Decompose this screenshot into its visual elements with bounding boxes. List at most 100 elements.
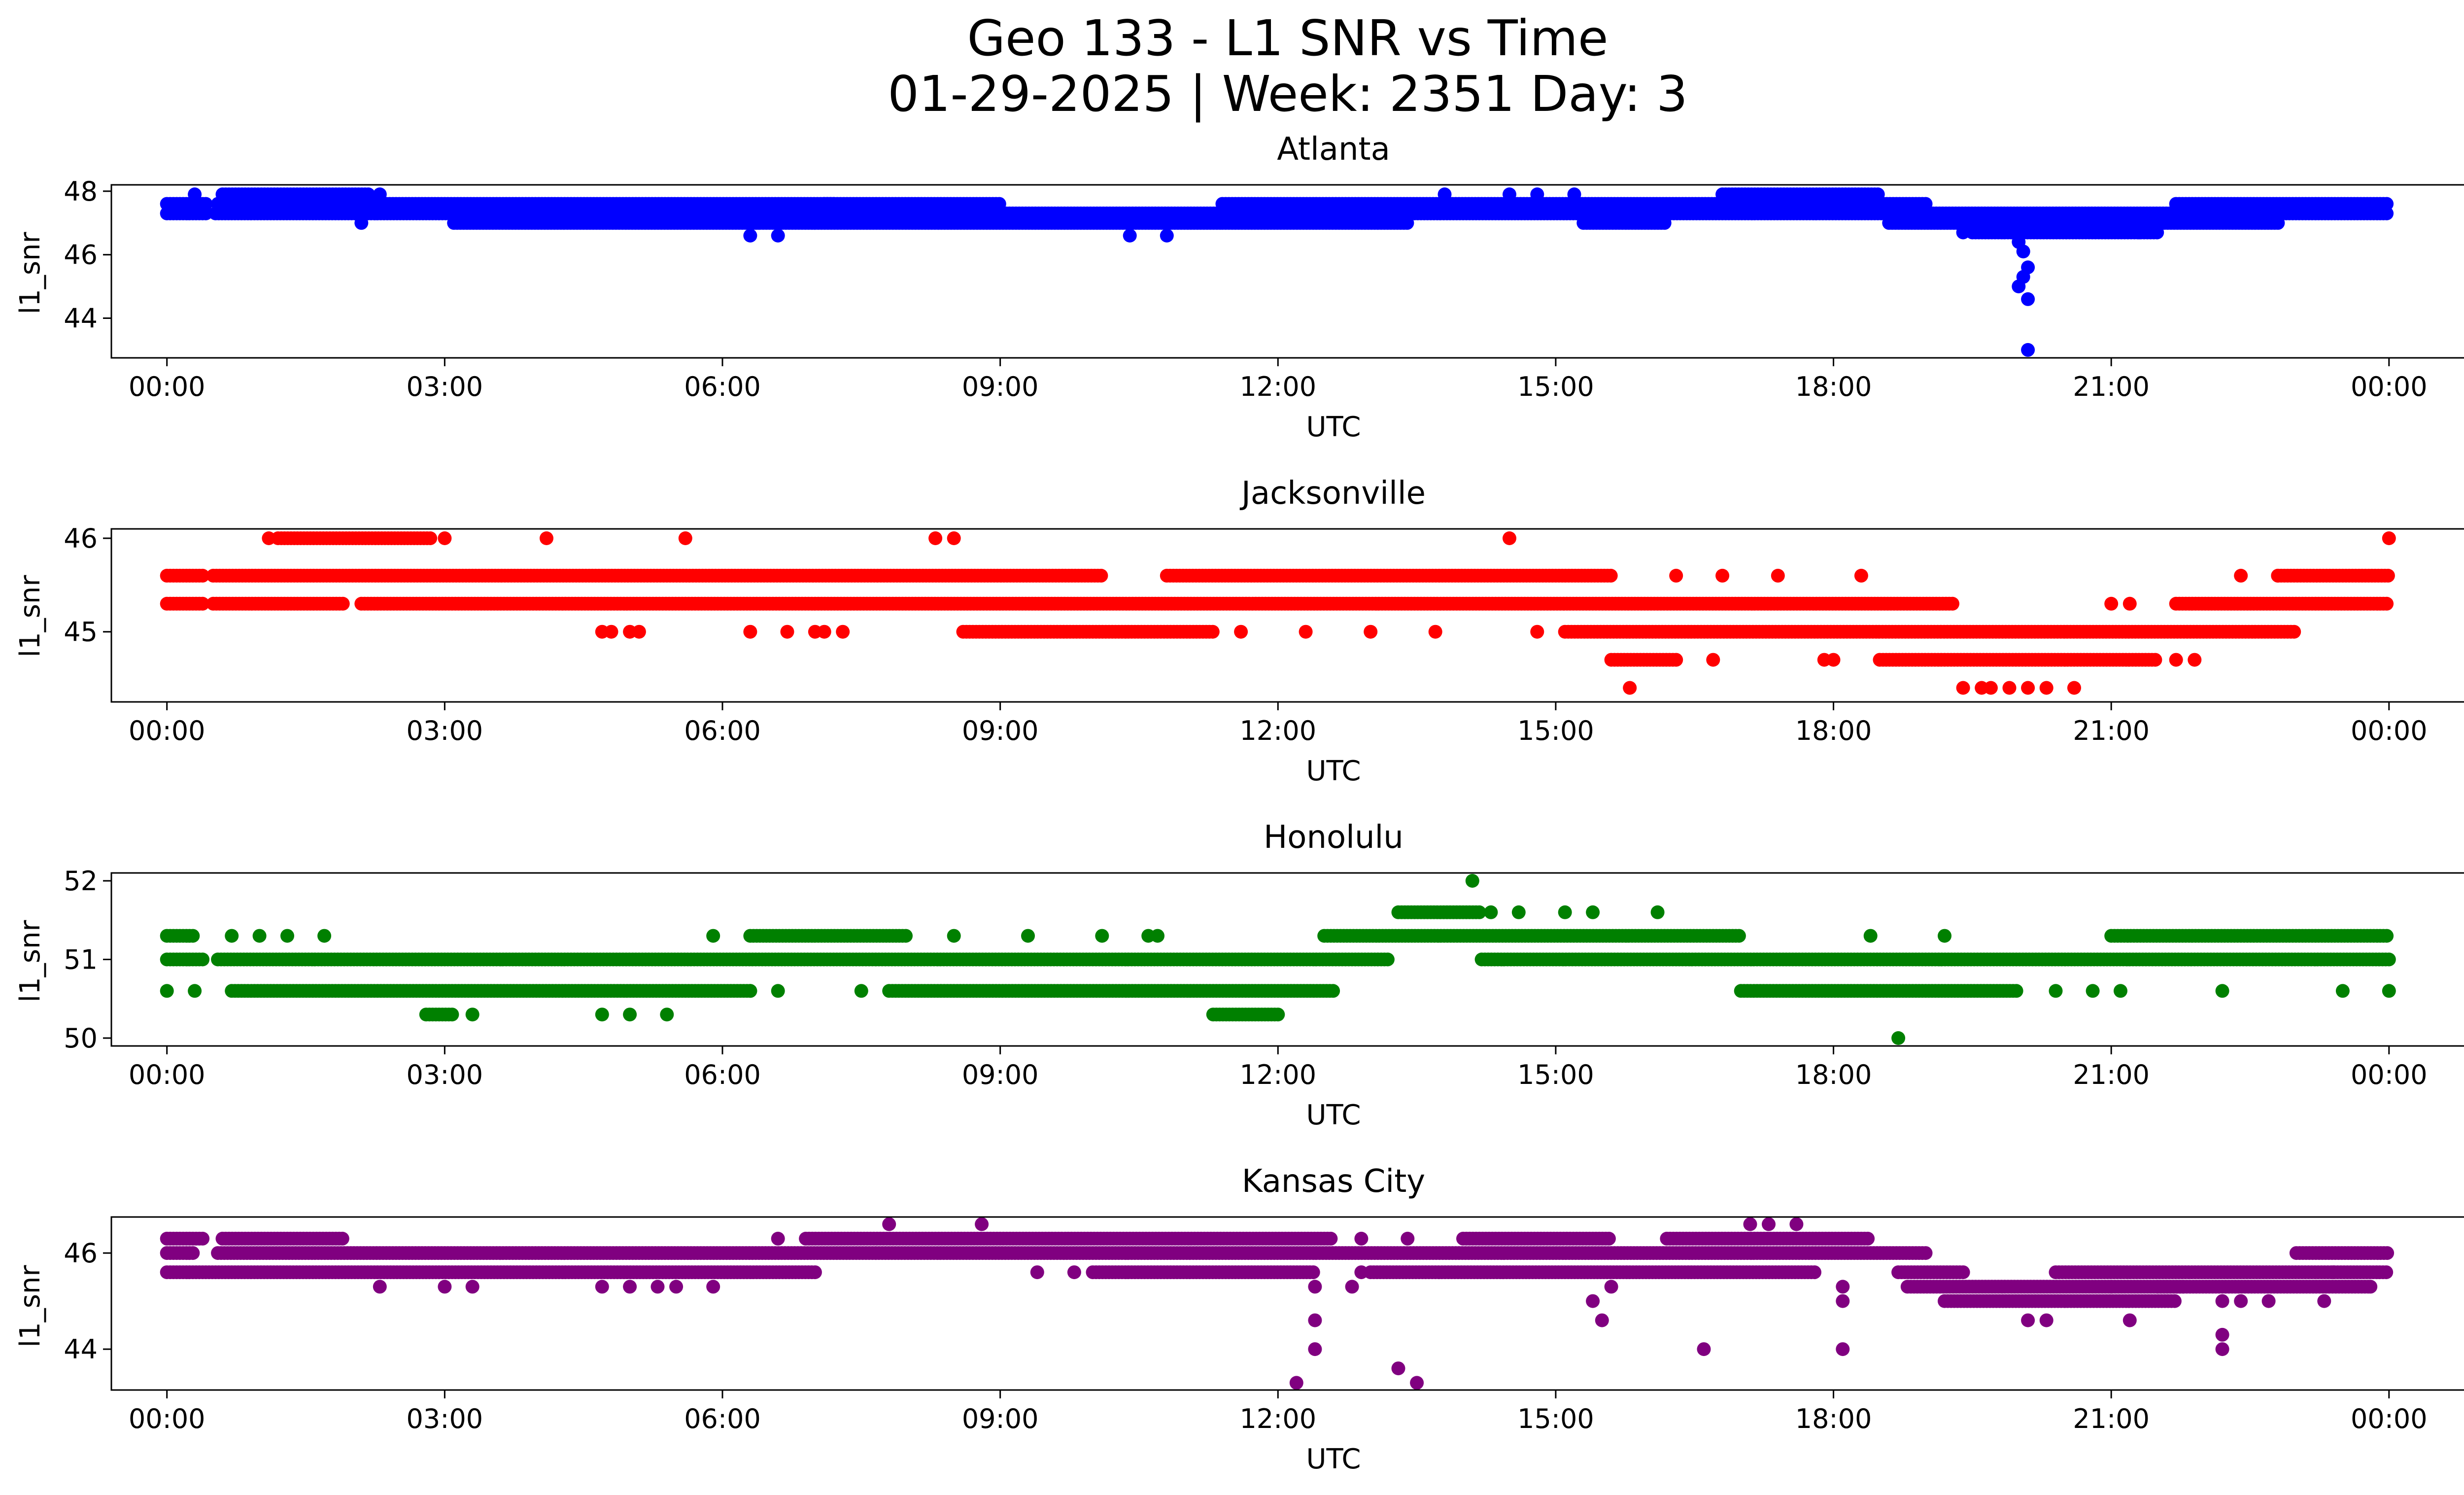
data-point <box>1918 197 1933 211</box>
x-axis-label: UTC <box>1306 1099 1361 1131</box>
data-point <box>2002 681 2017 695</box>
data-point <box>2382 984 2396 998</box>
data-point <box>2380 197 2394 211</box>
data-point <box>160 984 174 998</box>
data-point <box>2067 681 2081 695</box>
data-point <box>2021 292 2035 306</box>
x-tick-label: 00:00 <box>2351 1403 2428 1434</box>
data-point <box>1984 681 1998 695</box>
data-point <box>2086 984 2100 998</box>
x-tick-label: 00:00 <box>129 1403 205 1434</box>
data-point <box>743 229 757 243</box>
data-point <box>1604 568 1618 583</box>
x-tick-label: 03:00 <box>407 1403 483 1434</box>
data-point <box>1503 531 1516 545</box>
y-tick-label: 50 <box>64 1023 98 1054</box>
panel-title: Kansas City <box>1242 1163 1425 1200</box>
data-point <box>423 531 438 545</box>
data-point <box>186 1246 200 1260</box>
data-point <box>780 625 794 639</box>
figure-title-line2: 01-29-2025 | Week: 2351 Day: 3 <box>888 65 1687 123</box>
x-tick-label: 03:00 <box>407 715 483 746</box>
data-point <box>2132 225 2146 240</box>
data-point <box>2271 568 2285 583</box>
x-tick-label: 18:00 <box>1795 371 1872 402</box>
data-point <box>2335 984 2350 998</box>
data-point <box>1380 952 1395 967</box>
data-point <box>1271 1008 1285 1022</box>
panel-kansas-city: Kansas City UTC l1_snr 00:00 03:00 06:00 09… <box>14 1163 2464 1475</box>
data-point <box>2021 343 2035 357</box>
data-point <box>2169 653 2183 667</box>
data-point <box>188 187 202 202</box>
data-point <box>1364 625 1378 639</box>
data-point <box>1530 625 1544 639</box>
data-point <box>2150 225 2164 240</box>
figure-title-line1: Geo 133 - L1 SNR vs Time <box>967 9 1608 67</box>
x-tick-label: 15:00 <box>1517 715 1594 746</box>
y-tick-label: 44 <box>64 303 98 334</box>
data-point <box>1151 929 1164 943</box>
data-point <box>1938 929 1951 943</box>
data-point <box>1472 905 1486 919</box>
x-tick-label: 21:00 <box>2073 1403 2150 1434</box>
data-point <box>252 929 267 943</box>
data-point <box>373 187 387 202</box>
x-tick-label: 18:00 <box>1795 1403 1872 1434</box>
panel-honolulu: Honolulu UTC l1_snr 00:00 03:00 06:00 09:00… <box>14 819 2464 1131</box>
x-tick-label: 03:00 <box>407 371 483 402</box>
panel-title: Jacksonville <box>1239 475 1426 512</box>
y-tick-label: 45 <box>64 617 98 648</box>
data-point <box>743 984 757 998</box>
x-tick-label: 00:00 <box>129 1059 205 1090</box>
x-tick-label: 18:00 <box>1795 715 1872 746</box>
data-point <box>947 531 961 545</box>
x-tick-label: 21:00 <box>2073 715 2150 746</box>
data-point <box>2104 596 2119 611</box>
data-point <box>2016 244 2030 259</box>
data-point <box>2215 984 2229 998</box>
x-tick-label: 12:00 <box>1239 1403 1316 1434</box>
data-point <box>2287 625 2301 639</box>
x-tick-label: 12:00 <box>1239 1059 1316 1090</box>
data-point <box>2114 984 2127 998</box>
data-point <box>2188 653 2202 667</box>
x-tick-label: 00:00 <box>2351 715 2428 746</box>
x-axis-label: UTC <box>1306 755 1361 787</box>
data-point <box>771 229 785 243</box>
data-point <box>1511 905 1526 919</box>
data-point <box>336 596 350 611</box>
data-point <box>2381 568 2395 583</box>
data-point <box>2234 568 2248 583</box>
data-point <box>1863 929 1878 943</box>
panel-jacksonville: Jacksonville UTC l1_snr 00:00 03:00 06:00 0… <box>14 475 2464 787</box>
data-point <box>1558 905 1572 919</box>
x-tick-label: 00:00 <box>2351 1059 2428 1090</box>
x-axis-label: UTC <box>1306 1443 1361 1475</box>
data-point <box>2382 952 2396 967</box>
data-point <box>1095 929 1109 943</box>
data-point <box>947 929 961 943</box>
data-point <box>196 952 210 967</box>
data-point <box>438 531 452 545</box>
y-tick-label: 46 <box>64 1238 98 1269</box>
data-point <box>2271 216 2285 230</box>
data-point <box>1503 187 1516 202</box>
data-point <box>199 197 213 211</box>
data-point <box>1657 216 1672 230</box>
x-tick-label: 00:00 <box>2351 371 2428 402</box>
data-point <box>361 187 376 202</box>
x-tick-label: 00:00 <box>129 715 205 746</box>
axes-frame <box>110 872 2464 1047</box>
x-tick-label: 12:00 <box>1239 715 1316 746</box>
scatter-points <box>160 531 2396 695</box>
data-point <box>2380 929 2394 943</box>
data-point <box>1871 187 1885 202</box>
data-point <box>706 929 720 943</box>
data-point <box>2380 596 2394 611</box>
y-axis-label: l1_snr <box>14 1265 46 1348</box>
data-point <box>1891 1031 1906 1045</box>
y-axis-label: l1_snr <box>14 575 46 658</box>
